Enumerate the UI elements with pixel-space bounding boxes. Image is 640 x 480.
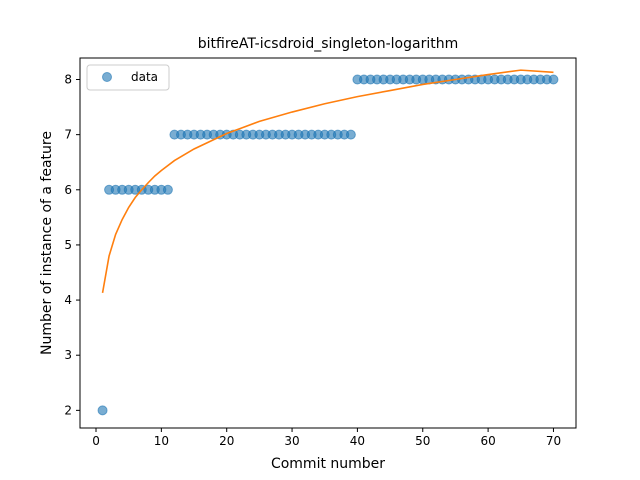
x-tick-label: 10 xyxy=(154,434,169,448)
x-axis-label: Commit number xyxy=(271,456,385,472)
data-point xyxy=(548,74,559,85)
y-tick-label: 4 xyxy=(64,293,72,307)
axes-frame xyxy=(79,57,577,429)
y-axis-label: Number of instance of a feature xyxy=(39,131,55,355)
x-tick-label: 40 xyxy=(350,434,365,448)
y-tick-label: 3 xyxy=(64,348,72,362)
y-tick-label: 7 xyxy=(64,128,72,142)
chart-title: bitfireAT-icsdroid_singleton-logarithm xyxy=(198,36,459,52)
plot-area xyxy=(97,69,559,416)
legend-box xyxy=(86,64,170,91)
data-point xyxy=(162,184,173,195)
legend-marker-data xyxy=(102,72,112,82)
x-tick-label: 50 xyxy=(415,434,430,448)
legend: data xyxy=(86,64,170,91)
x-tick-label: 60 xyxy=(480,434,495,448)
data-point xyxy=(345,129,356,140)
y-tick-label: 5 xyxy=(64,238,72,252)
x-tick-label: 20 xyxy=(219,434,234,448)
data-point xyxy=(97,405,108,416)
x-tick-label: 70 xyxy=(546,434,561,448)
x-axis: 0 10 20 30 40 50 60 70 xyxy=(92,428,561,448)
y-tick-label: 2 xyxy=(64,403,72,417)
y-axis: 2 3 4 5 6 7 8 xyxy=(64,73,80,417)
x-tick-label: 0 xyxy=(92,434,100,448)
fit-line xyxy=(101,69,554,294)
y-tick-label: 8 xyxy=(64,73,72,87)
y-tick-label: 6 xyxy=(64,183,72,197)
legend-label-data: data xyxy=(131,70,158,84)
x-tick-label: 30 xyxy=(284,434,299,448)
